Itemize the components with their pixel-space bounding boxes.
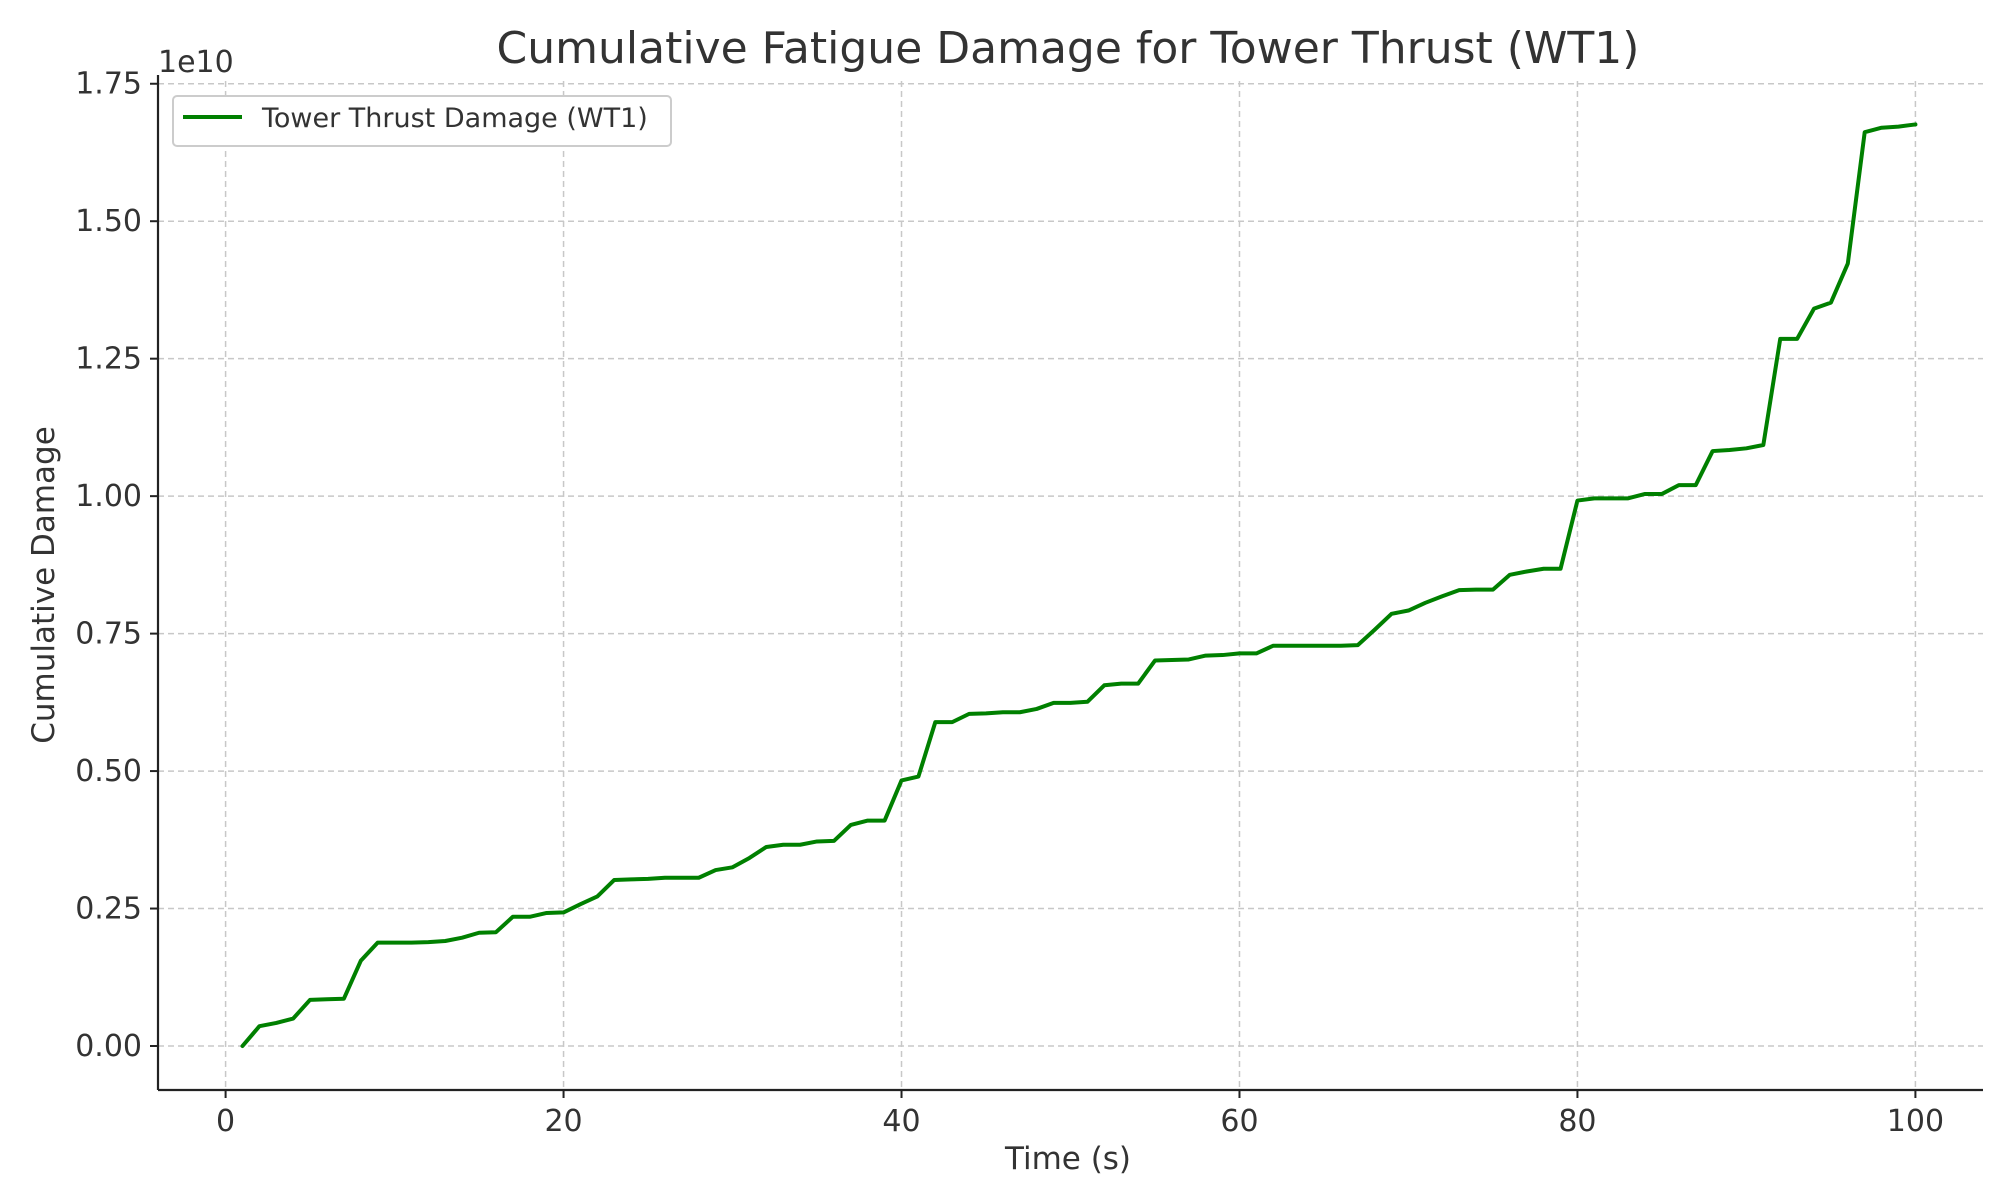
y-offset-label: 1e10 (158, 45, 234, 80)
axes (156, 75, 1983, 1092)
y-tick-label: 1.75 (75, 67, 142, 102)
y-tick-label: 1.25 (75, 342, 142, 377)
plot-area (240, 122, 1918, 1049)
ticks: 0 20 40 60 80 100 0.00 0.25 0.50 0.75 1.00 1.25 1.50… (75, 67, 1944, 1139)
series-line-tower-thrust-damage (240, 122, 1918, 1049)
grid-lines (158, 81, 1983, 1090)
legend: Tower Thrust Damage (WT1) (172, 95, 672, 147)
y-tick-label: 1.00 (75, 479, 142, 514)
chart-title: Cumulative Fatigue Damage for Tower Thru… (497, 23, 1640, 74)
legend-entry-label: Tower Thrust Damage (WT1) (261, 103, 648, 134)
x-tick-label: 20 (544, 1104, 582, 1139)
x-tick-label: 80 (1558, 1104, 1596, 1139)
y-tick-label: 0.00 (75, 1029, 142, 1064)
x-axis-label: Time (s) (1004, 1141, 1131, 1177)
y-tick-label: 0.50 (75, 754, 142, 789)
x-tick-label: 60 (1220, 1104, 1258, 1139)
x-tick-label: 100 (1887, 1104, 1944, 1139)
y-axis-label: Cumulative Damage (26, 426, 62, 744)
legend-box (172, 95, 672, 147)
y-tick-label: 1.50 (75, 204, 142, 239)
x-tick-label: 40 (882, 1104, 920, 1139)
y-tick-label: 0.25 (75, 892, 142, 927)
x-tick-label: 0 (216, 1104, 235, 1139)
y-tick-label: 0.75 (75, 617, 142, 652)
